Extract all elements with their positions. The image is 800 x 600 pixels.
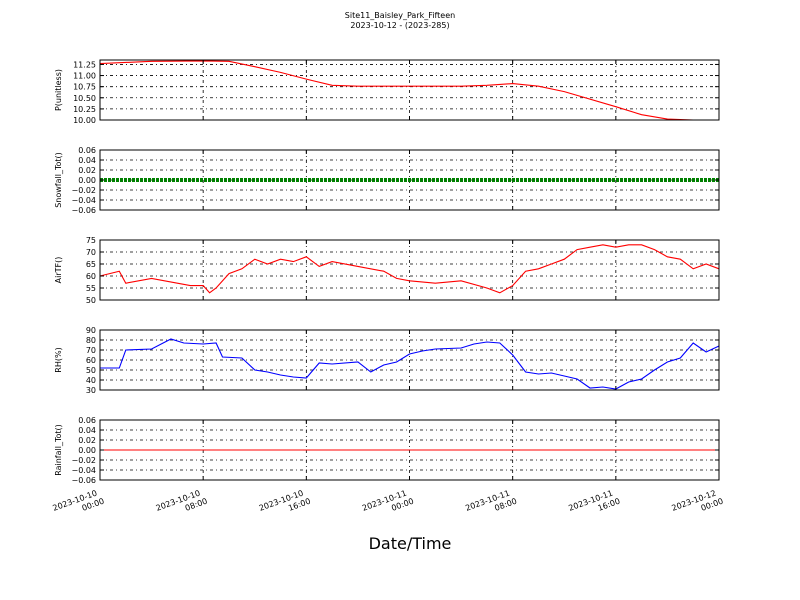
y-tick-label: 0.06 bbox=[78, 146, 96, 155]
y-tick-label: 0.04 bbox=[78, 156, 96, 165]
x-tick-label: 2023-10-1108:00 bbox=[464, 487, 518, 522]
y-tick-label: −0.04 bbox=[71, 196, 96, 205]
y-tick-label: 55 bbox=[86, 284, 96, 293]
y-tick-label: 0.00 bbox=[78, 176, 96, 185]
y-tick-label: 0.02 bbox=[78, 166, 96, 175]
y-tick-label: 0.04 bbox=[78, 426, 96, 435]
y-tick-label: 50 bbox=[86, 296, 96, 305]
y-axis-label: RH(%) bbox=[54, 347, 63, 372]
panel-3: 50 55 60 65 70 75 AirTF() bbox=[54, 236, 720, 305]
y-tick-label: 10.50 bbox=[73, 94, 96, 103]
x-axis-label: Date/Time bbox=[368, 534, 452, 553]
y-tick-label: −0.04 bbox=[71, 466, 96, 475]
y-axis-label: AirTF() bbox=[54, 257, 63, 284]
y-tick-label: 60 bbox=[86, 272, 96, 281]
y-tick-label: 10.00 bbox=[73, 116, 96, 125]
y-tick-label: 0.06 bbox=[78, 416, 96, 425]
y-tick-label: −0.02 bbox=[71, 456, 96, 465]
y-tick-label: −0.06 bbox=[71, 476, 96, 485]
panel-5: −0.06−0.04−0.020.000.020.040.06 Rainfall_… bbox=[52, 416, 725, 522]
x-tick-label: 2023-10-1016:00 bbox=[258, 487, 312, 522]
y-tick-label: 10.75 bbox=[73, 83, 96, 92]
y-tick-label: 0.02 bbox=[78, 436, 96, 445]
panel-1: 10.00 10.25 10.50 10.75 11.00 11.25 P(unitless… bbox=[54, 59, 720, 125]
y-tick-label: −0.02 bbox=[71, 186, 96, 195]
y-tick-label: 80 bbox=[86, 336, 96, 345]
x-tick-label: 2023-10-1008:00 bbox=[155, 487, 209, 522]
y-axis-label: Snowfall_Tot() bbox=[54, 152, 63, 208]
y-tick-label: 40 bbox=[86, 376, 96, 385]
y-tick-label: 10.25 bbox=[73, 105, 96, 114]
y-tick-label: 70 bbox=[86, 248, 96, 257]
panel-2: −0.06−0.04−0.020.000.020.040.06 Snowfall_… bbox=[54, 146, 720, 215]
chart-subtitle: 2023-10-12 - (2023-285) bbox=[350, 21, 450, 30]
y-tick-label: 11.00 bbox=[73, 72, 96, 81]
y-axis-label: P(unitless) bbox=[54, 69, 63, 111]
y-axis-label: Rainfall_Tot() bbox=[54, 424, 63, 476]
chart-title: Site11_Baisley_Park_Fifteen bbox=[344, 11, 456, 20]
x-tick-label: 2023-10-1116:00 bbox=[567, 487, 621, 522]
series-line bbox=[99, 60, 719, 121]
x-tick-label: 2023-10-1000:00 bbox=[52, 487, 106, 522]
series-line bbox=[99, 244, 720, 294]
series-line bbox=[100, 338, 720, 390]
y-tick-label: −0.06 bbox=[71, 206, 96, 215]
y-tick-label: 75 bbox=[86, 236, 96, 245]
x-tick-label: 2023-10-1100:00 bbox=[361, 487, 415, 522]
x-tick-label: 2023-10-1200:00 bbox=[671, 487, 725, 522]
y-tick-label: 60 bbox=[86, 356, 96, 365]
y-tick-label: 65 bbox=[86, 260, 96, 269]
y-tick-label: 70 bbox=[86, 346, 96, 355]
y-tick-label: 0.00 bbox=[78, 446, 96, 455]
y-tick-label: 30 bbox=[86, 386, 96, 395]
y-tick-label: 11.25 bbox=[73, 60, 96, 69]
y-tick-label: 90 bbox=[86, 326, 96, 335]
y-tick-label: 50 bbox=[86, 366, 96, 375]
